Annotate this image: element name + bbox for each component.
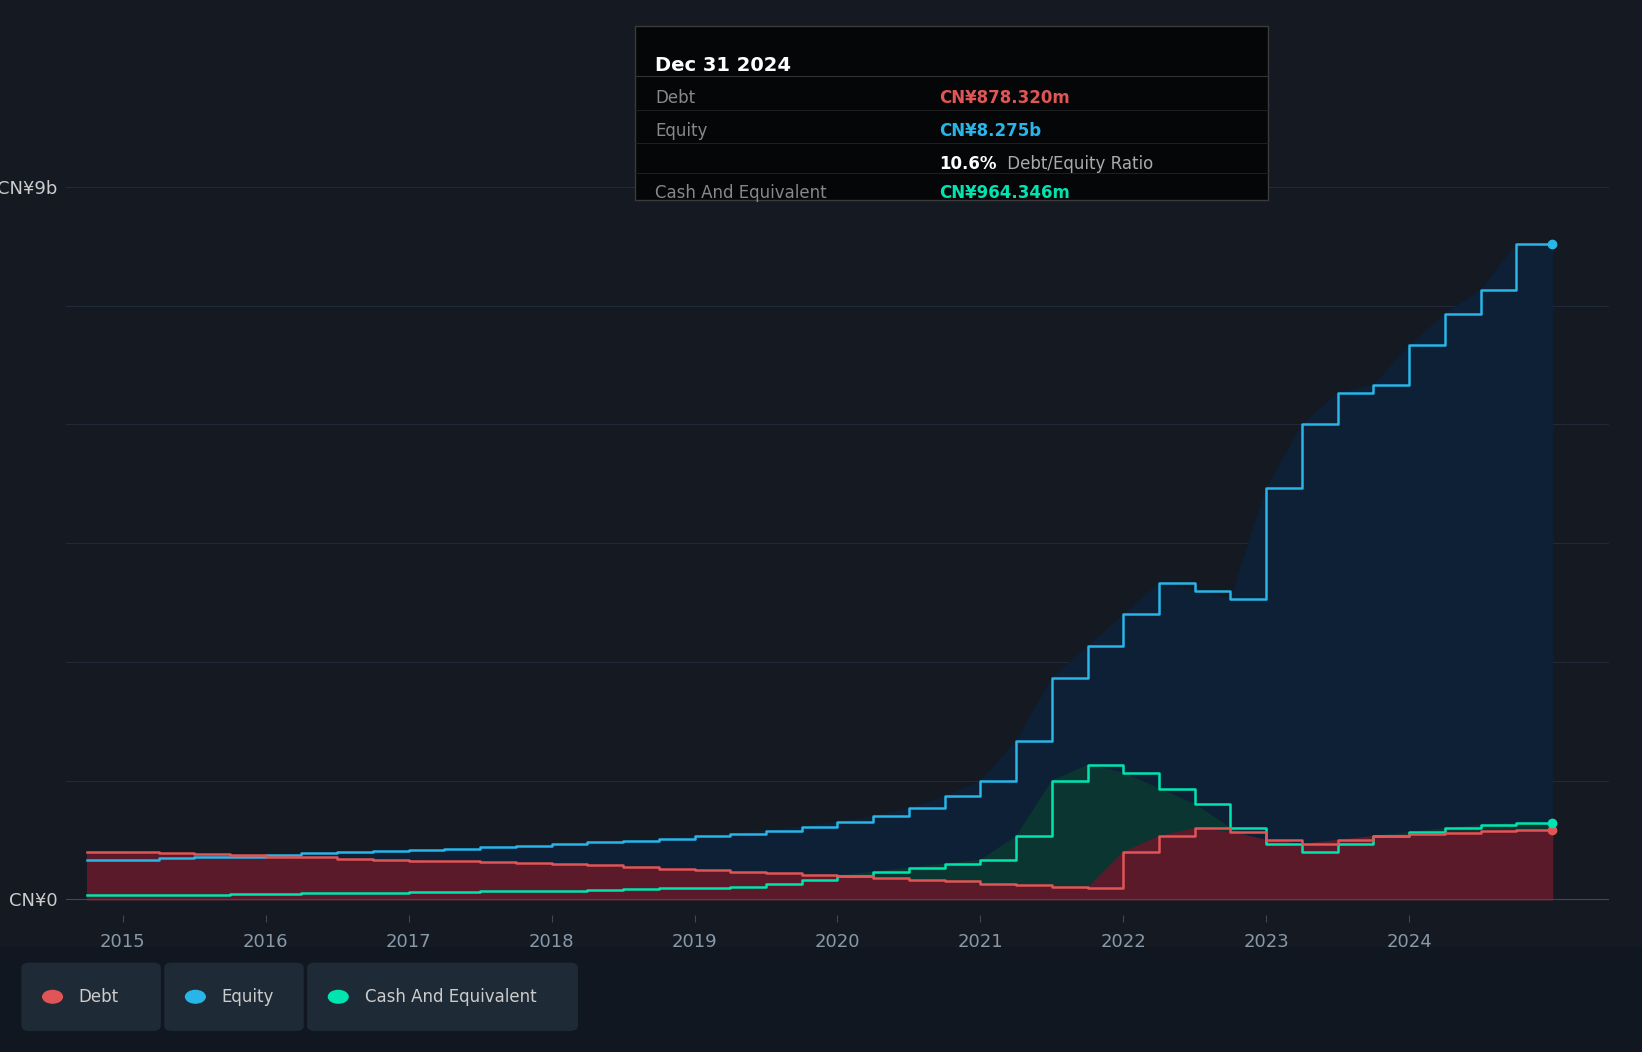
Text: Debt: Debt [655,89,695,107]
Text: Debt/Equity Ratio: Debt/Equity Ratio [1002,155,1153,173]
Text: CN¥878.320m: CN¥878.320m [939,89,1071,107]
Text: 10.6%: 10.6% [939,155,997,173]
Text: Equity: Equity [655,122,708,140]
Text: CN¥964.346m: CN¥964.346m [939,184,1071,202]
Text: Equity: Equity [222,988,274,1006]
Text: Cash And Equivalent: Cash And Equivalent [365,988,537,1006]
Text: Debt: Debt [79,988,118,1006]
Text: Cash And Equivalent: Cash And Equivalent [655,184,828,202]
Text: Dec 31 2024: Dec 31 2024 [655,56,791,75]
Text: CN¥8.275b: CN¥8.275b [939,122,1041,140]
